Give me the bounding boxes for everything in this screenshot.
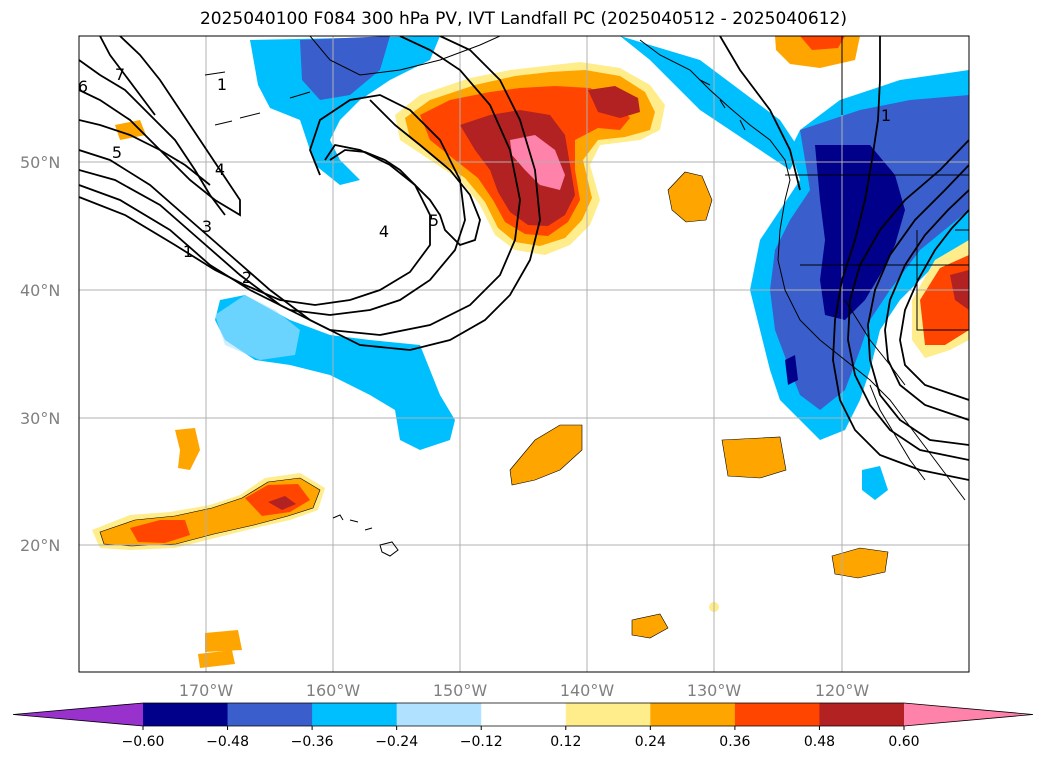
colorbar-tick-label: 0.24 — [635, 734, 666, 750]
colorbar-ticks: −0.60 −0.48 −0.36 −0.24 −0.12 0.12 0.24 0.36 0.4… — [122, 726, 920, 750]
colorbar-segment — [734, 703, 820, 726]
pv-contours — [79, 36, 969, 481]
map-title: 2025040100 F084 300 hPa PV, IVT Landfall… — [199, 9, 847, 29]
lat-label: 20°N — [20, 536, 60, 555]
pv-label: 5 — [112, 143, 122, 162]
pv-label: 7 — [115, 65, 125, 84]
pv-label: 4 — [379, 222, 389, 241]
pv-label: 2 — [242, 268, 252, 287]
colorbar-segments — [12, 702, 1034, 727]
colorbar-segment — [481, 703, 567, 726]
longitude-labels: 170°W 160°W 150°W 140°W 130°W 120°W — [179, 681, 870, 700]
colorbar-tick-label: −0.60 — [122, 734, 165, 750]
colorbar-tick-label: −0.48 — [206, 734, 249, 750]
colorbar-tick-label: 0.60 — [888, 734, 919, 750]
colorbar-extend-max — [904, 703, 1033, 726]
lon-label: 130°W — [687, 681, 742, 700]
pv-label: 4 — [215, 160, 225, 179]
lat-label: 40°N — [20, 281, 60, 300]
colorbar-extend-min — [13, 703, 143, 726]
pv-contour-labels: 6 7 5 1 4 3 1 2 4 5 1 — [78, 65, 891, 287]
pv-label: 5 — [429, 211, 439, 230]
pv-label: 1 — [183, 242, 193, 261]
colorbar-tick-label: −0.24 — [375, 734, 418, 750]
lat-label: 30°N — [20, 409, 60, 428]
lon-label: 170°W — [179, 681, 234, 700]
pv-label: 1 — [217, 75, 227, 94]
colorbar-segment — [143, 703, 229, 726]
negative-anomaly-shading — [215, 36, 969, 500]
colorbar: −0.60 −0.48 −0.36 −0.24 −0.12 0.12 0.24 0.36 0.4… — [12, 702, 1034, 750]
colorbar-tick-label: 0.48 — [804, 734, 835, 750]
colorbar-tick-label: 0.12 — [550, 734, 581, 750]
lon-label: 160°W — [306, 681, 361, 700]
colorbar-segment — [650, 703, 736, 726]
colorbar-segment — [227, 703, 313, 726]
latitude-labels: 50°N 40°N 30°N 20°N — [20, 153, 60, 555]
map-panel: 6 7 5 1 4 3 1 2 4 5 1 — [78, 36, 969, 672]
colorbar-tick-label: −0.12 — [460, 734, 503, 750]
colorbar-segment — [565, 703, 651, 726]
pv-label: 3 — [202, 217, 212, 236]
colorbar-tick-label: −0.36 — [291, 734, 334, 750]
colorbar-segment — [312, 703, 398, 726]
map-frame — [78, 35, 970, 673]
lon-label: 120°W — [815, 681, 870, 700]
graticule — [79, 36, 969, 672]
lon-label: 140°W — [560, 681, 615, 700]
colorbar-segment — [396, 703, 482, 726]
pv-label: 1 — [881, 106, 891, 125]
colorbar-tick-label: 0.36 — [719, 734, 750, 750]
lat-label: 50°N — [20, 153, 60, 172]
pv-label: 6 — [78, 77, 88, 96]
lon-label: 150°W — [433, 681, 488, 700]
positive-anomaly-shading — [92, 36, 969, 668]
colorbar-segment — [819, 703, 905, 726]
